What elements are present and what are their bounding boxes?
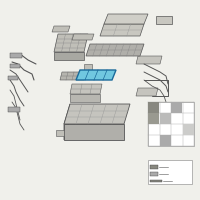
Bar [10, 53, 22, 58]
Bar [148, 113, 159, 124]
Bar [150, 165, 158, 169]
Polygon shape [70, 84, 102, 94]
Bar [160, 113, 171, 124]
Bar [171, 102, 182, 113]
Polygon shape [76, 70, 116, 80]
Polygon shape [70, 94, 100, 102]
Bar [148, 160, 192, 184]
Polygon shape [84, 64, 92, 72]
Bar [150, 180, 162, 182]
Polygon shape [54, 34, 88, 52]
Polygon shape [64, 104, 130, 124]
Bar [150, 172, 158, 176]
Polygon shape [52, 26, 70, 32]
Bar [8, 76, 18, 80]
Polygon shape [56, 130, 64, 136]
Bar [183, 124, 194, 135]
Polygon shape [64, 104, 70, 140]
Polygon shape [136, 88, 158, 96]
Polygon shape [100, 24, 144, 36]
Polygon shape [64, 124, 124, 140]
Polygon shape [54, 52, 84, 60]
Bar [148, 102, 194, 146]
Polygon shape [86, 44, 144, 56]
Bar [148, 102, 159, 113]
Polygon shape [72, 34, 94, 40]
Polygon shape [136, 56, 162, 64]
Bar [10, 64, 20, 68]
Polygon shape [104, 14, 148, 24]
Polygon shape [156, 16, 172, 24]
Bar [8, 107, 20, 112]
Bar [160, 135, 171, 146]
Polygon shape [60, 72, 86, 80]
